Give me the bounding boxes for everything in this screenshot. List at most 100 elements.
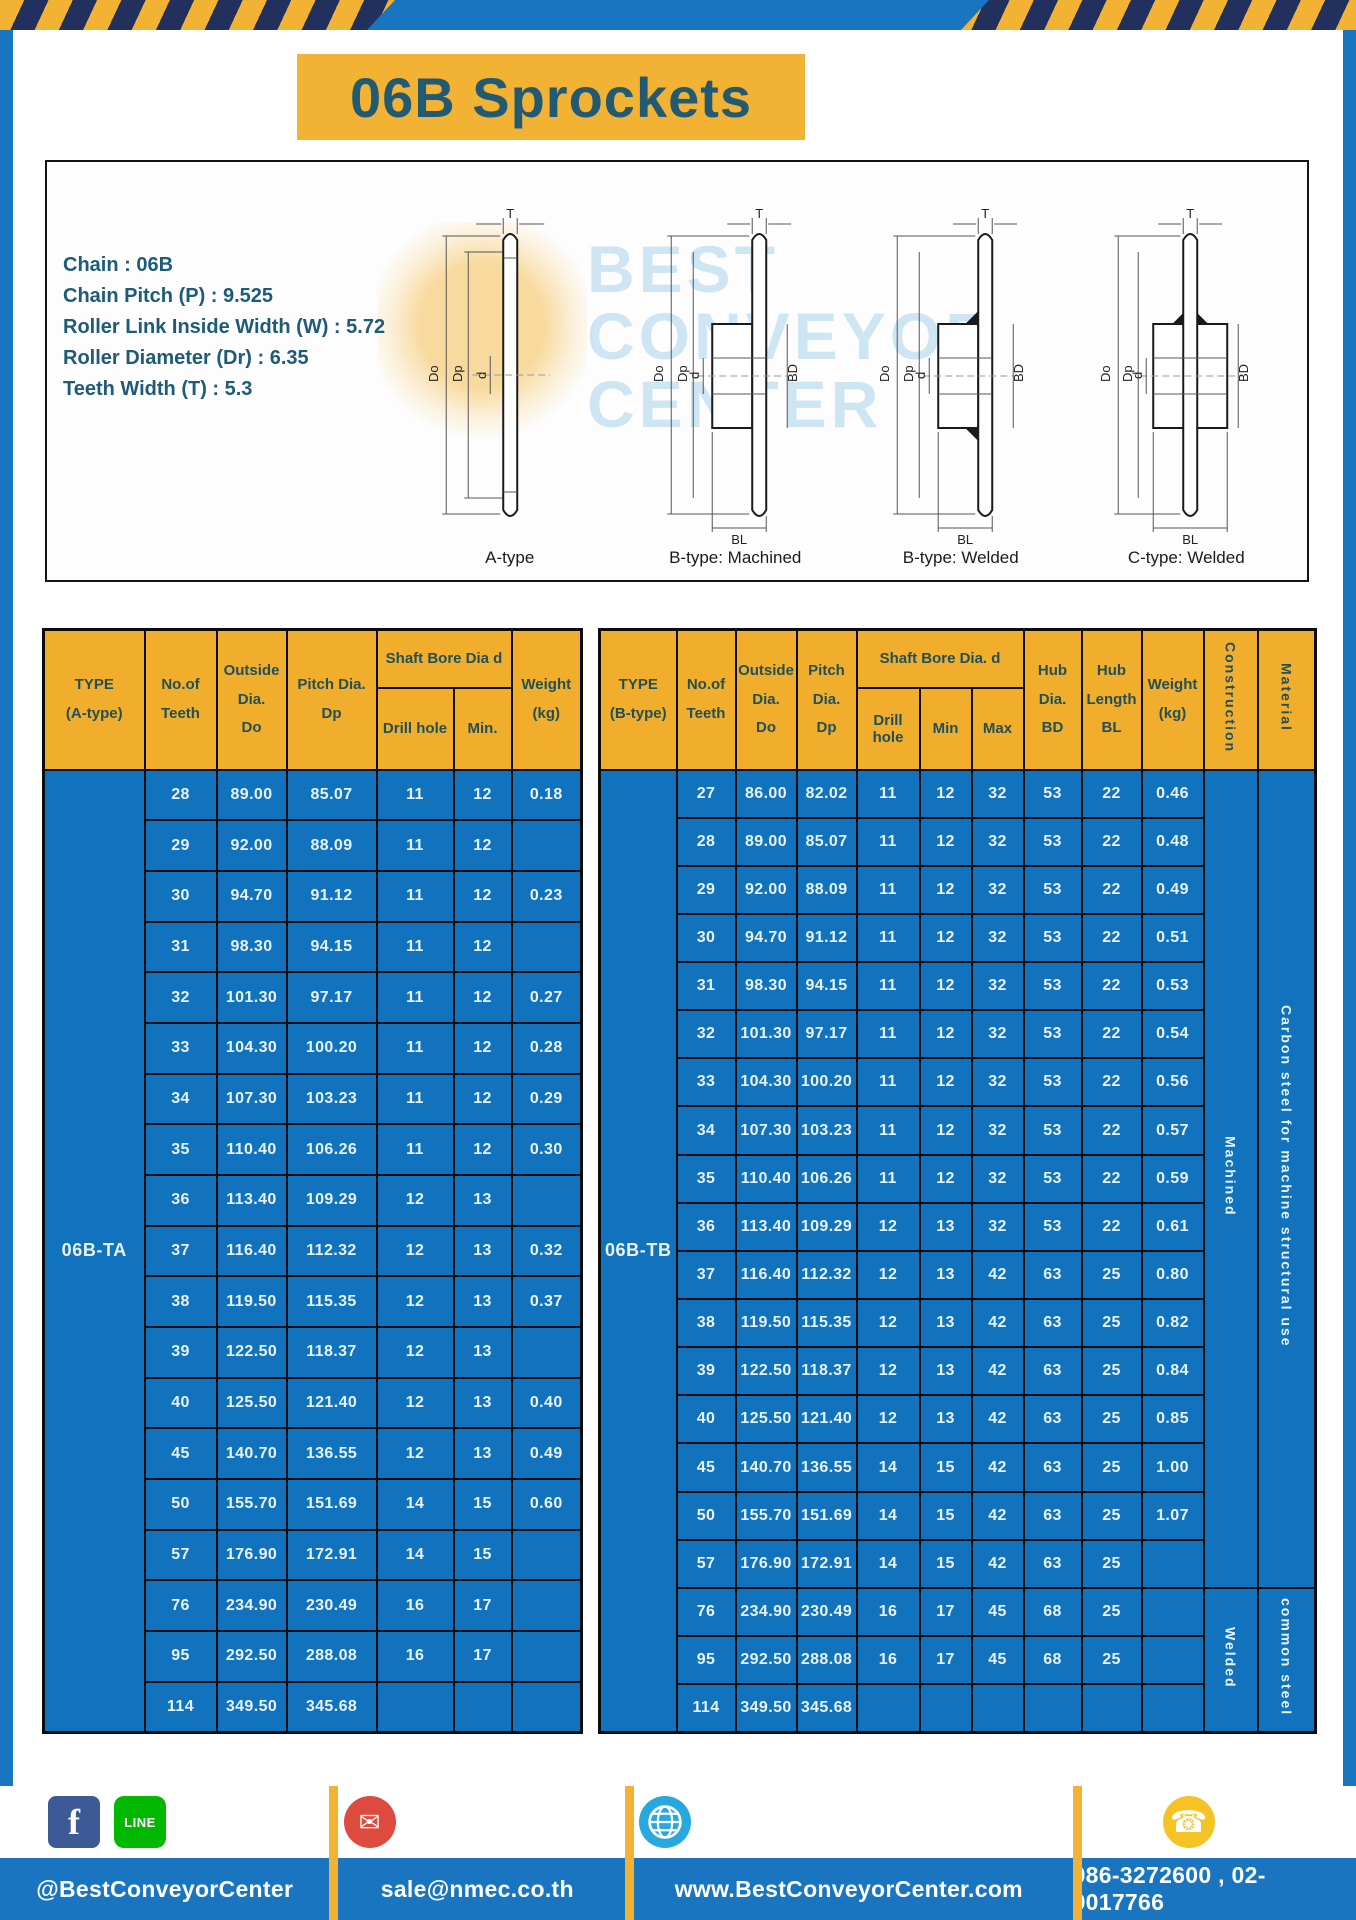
phone-icon[interactable]: ☎ [1162, 1796, 1215, 1848]
cell: 12 [452, 869, 513, 923]
cell: 91.12 [285, 869, 378, 923]
cell: 63 [1022, 1249, 1083, 1301]
footer-separator [329, 1786, 338, 1920]
cell: 63 [1022, 1490, 1083, 1541]
table-row: 33 104.30 100.20 11 12 32 53 22 0.56 [600, 1057, 1316, 1108]
cell: 12 [375, 1325, 455, 1379]
col-header-outside-dia: Outside Dia. Do [215, 628, 288, 771]
cell: 88.09 [795, 864, 858, 915]
cell: 95 [675, 1635, 737, 1686]
cell: 12 [452, 971, 513, 1024]
cell: 0.48 [1140, 816, 1205, 867]
cell: 13 [918, 1346, 973, 1397]
footer-website[interactable]: www.BestConveyorCenter.com [674, 1875, 1023, 1902]
cell: 94.70 [734, 912, 798, 964]
globe-icon[interactable] [639, 1796, 692, 1848]
cell: 103.23 [285, 1072, 378, 1126]
cell: 13 [452, 1173, 513, 1227]
cell: 29 [675, 864, 737, 915]
footer-social-handle[interactable]: @BestConveyorCenter [36, 1875, 294, 1902]
cell: 11 [855, 864, 921, 915]
table-row: 30 94.70 91.12 11 12 0.23 [44, 869, 583, 923]
table-row: 29 92.00 88.09 11 12 32 53 22 0.49 [600, 864, 1316, 915]
cell: 112.32 [285, 1224, 378, 1278]
cell: 16 [855, 1586, 921, 1638]
cell: 16 [855, 1635, 921, 1686]
cell: 15 [918, 1442, 973, 1493]
footer-email[interactable]: sale@nmec.co.th [380, 1875, 574, 1902]
cell: 11 [375, 920, 455, 974]
cell: 45 [143, 1427, 218, 1480]
cell: 107.30 [734, 1105, 798, 1156]
cell: 100.20 [795, 1057, 858, 1108]
cell: 13 [918, 1394, 973, 1445]
line-icon[interactable]: LINE [114, 1796, 166, 1848]
col-header-drill-hole: Drill hole [855, 686, 921, 771]
cell: 12 [375, 1376, 455, 1430]
cell: 28 [143, 768, 218, 822]
cell: 37 [675, 1249, 737, 1301]
cell: 11 [375, 971, 455, 1024]
cell: 106.26 [285, 1123, 378, 1176]
cell: 94.70 [215, 869, 288, 923]
facebook-icon[interactable]: f [48, 1796, 100, 1848]
col-header-hub-dia: Hub Dia. BD [1022, 628, 1083, 771]
cell: 0.23 [510, 869, 583, 923]
cell: 113.40 [215, 1173, 288, 1227]
page-border-left [0, 0, 13, 1920]
cell: 155.70 [215, 1477, 288, 1531]
cell: 0.51 [1140, 912, 1205, 964]
svg-text:Do: Do [426, 365, 441, 382]
cell [375, 1680, 455, 1734]
cell: 13 [918, 1201, 973, 1252]
table-row: 06B-TA 28 89.00 85.07 11 12 0.18 [42, 768, 583, 1734]
cell: 63 [1022, 1538, 1083, 1589]
cell: 11 [375, 768, 455, 822]
cell: 94.15 [795, 961, 858, 1012]
cell: 345.68 [285, 1680, 378, 1734]
cell: 53 [1022, 864, 1083, 915]
cell: 12 [855, 1298, 921, 1349]
cell: 12 [918, 816, 973, 867]
cell: 15 [918, 1490, 973, 1541]
svg-text:d: d [474, 372, 489, 379]
cell: 0.61 [1140, 1201, 1205, 1252]
table-row: 33 104.30 100.20 11 12 0.28 [44, 1021, 583, 1075]
cell: 27 [675, 768, 737, 819]
table-row: 29 92.00 88.09 11 12 [44, 819, 583, 872]
cell: 42 [970, 1538, 1025, 1589]
table-row: 50 155.70 151.69 14 15 0.60 [44, 1477, 583, 1531]
footer-text-band [0, 1858, 1356, 1920]
cell: 121.40 [285, 1376, 378, 1430]
email-icon[interactable]: ✉ [343, 1796, 396, 1848]
cell: 12 [918, 1153, 973, 1204]
cell: 32 [143, 971, 218, 1024]
cell: 50 [675, 1490, 737, 1541]
cell: 53 [1022, 768, 1083, 819]
cell: 0.29 [510, 1072, 583, 1126]
cell: 22 [1080, 816, 1143, 867]
cell: 76 [143, 1579, 218, 1632]
cell: 292.50 [215, 1629, 288, 1683]
cell: 17 [918, 1586, 973, 1638]
cell: 97.17 [285, 971, 378, 1024]
cell: 11 [375, 819, 455, 872]
table-row: 76 234.90 230.49 16 17 [44, 1579, 583, 1632]
col-header-type-a: TYPE (A-type) [42, 628, 146, 771]
cell: 112.32 [795, 1249, 858, 1301]
cell: 45 [675, 1442, 737, 1493]
cell: 53 [1022, 1009, 1083, 1060]
cell: 42 [970, 1442, 1025, 1493]
col-header-shaft-bore: Shaft Bore Dia. d [855, 628, 1025, 689]
cell: 140.70 [734, 1442, 798, 1493]
cell: 42 [970, 1394, 1025, 1445]
table-row: 38 119.50 115.35 12 13 0.37 [44, 1275, 583, 1328]
cell: 30 [143, 869, 218, 923]
footer-phone-numbers[interactable]: 086-3272600 , 02-0017766 [1072, 1862, 1266, 1915]
cell [1140, 1635, 1205, 1686]
cell: 95 [143, 1629, 218, 1683]
hazard-stripe-left [0, 0, 395, 30]
col-header-teeth: No.of Teeth [143, 628, 218, 771]
table-row: 57 176.90 172.91 14 15 [44, 1528, 583, 1582]
cell: 14 [855, 1538, 921, 1589]
